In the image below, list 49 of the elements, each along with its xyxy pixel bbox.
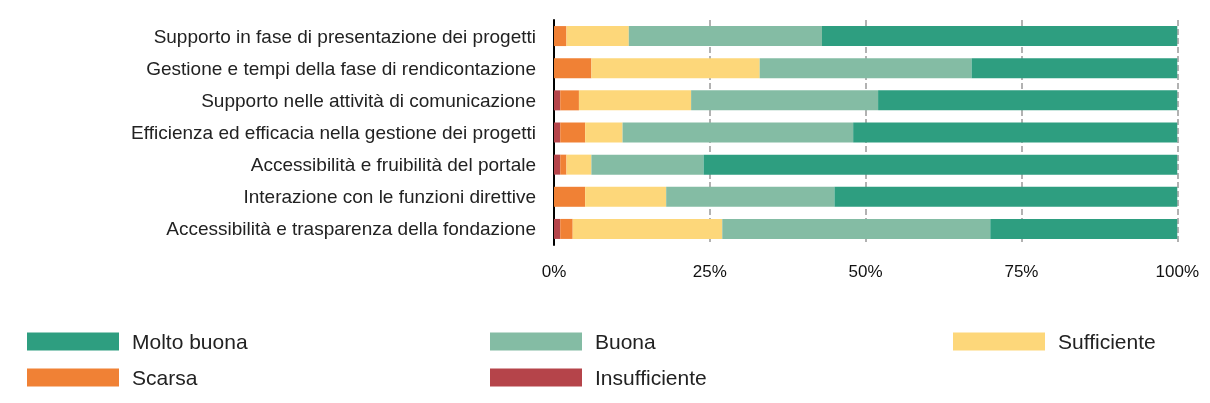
bar [566, 26, 629, 47]
bar [834, 186, 1178, 207]
legend-label: Sufficiente [1058, 330, 1156, 353]
bar [572, 218, 723, 239]
bar [560, 154, 567, 175]
bar [628, 26, 822, 47]
x-tick-label: 50% [848, 262, 883, 281]
bar [560, 122, 586, 143]
bar [585, 186, 667, 207]
bar [722, 218, 991, 239]
y-tick-label: Gestione e tempi della fase di rendicontazione [146, 57, 536, 79]
bar [554, 218, 561, 239]
legend-label: Insufficiente [595, 366, 707, 389]
bar [554, 154, 561, 175]
bar [554, 122, 561, 143]
bar [554, 26, 567, 47]
bar [853, 122, 1178, 143]
bar [560, 90, 579, 111]
bar [666, 186, 835, 207]
bar [591, 154, 704, 175]
bar [560, 218, 573, 239]
bar [591, 58, 760, 79]
y-tick-label: Efficienza ed efficacia nella gestione dei progetti [131, 122, 536, 143]
bar [622, 122, 854, 143]
bar [566, 154, 592, 175]
bar [554, 186, 586, 207]
x-tick-label: 100% [1155, 262, 1199, 281]
y-tick-label: Supporto nelle attività di comunicazione [201, 89, 536, 111]
y-tick-label: Supporto in fase di presentazione dei progetti [153, 25, 536, 47]
bar [878, 90, 1178, 111]
bar [578, 90, 692, 111]
y-tick-label: Interazione con le funzioni direttive [243, 186, 536, 208]
x-tick-label: 75% [1004, 262, 1039, 281]
bar [971, 58, 1178, 79]
legend-label: Molto buona [132, 330, 248, 353]
legend-label: Buona [595, 330, 657, 353]
bar [585, 122, 623, 143]
bar [703, 154, 1178, 175]
x-tick-label: 0% [541, 262, 567, 281]
bar [822, 26, 1178, 47]
y-tick-label: Accessibilità e fruibilità del portale [250, 154, 536, 176]
bar [554, 58, 592, 79]
bar [759, 58, 972, 79]
bar [554, 90, 561, 111]
legend-label: Scarsa [132, 366, 198, 389]
bar [990, 218, 1178, 239]
bar [691, 90, 879, 111]
x-tick-label: 25% [692, 262, 727, 281]
y-tick-label: Accessibilità e trasparenza della fondazione [166, 218, 536, 240]
